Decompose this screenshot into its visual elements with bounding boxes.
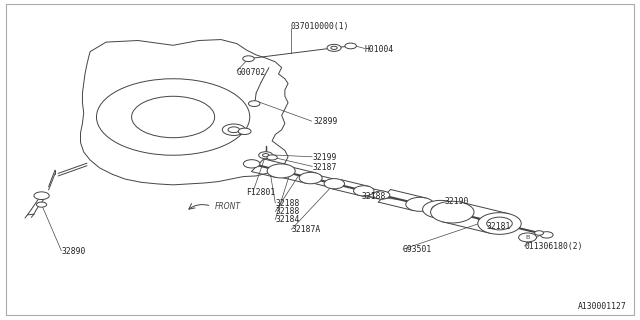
Text: H01004: H01004: [365, 44, 394, 54]
Circle shape: [97, 79, 250, 155]
Circle shape: [299, 172, 322, 184]
Text: 32188: 32188: [362, 192, 386, 201]
Circle shape: [222, 124, 245, 135]
Circle shape: [34, 192, 49, 199]
Text: FRONT: FRONT: [214, 202, 241, 211]
Text: 32199: 32199: [312, 153, 337, 162]
Circle shape: [36, 202, 47, 207]
Circle shape: [487, 217, 512, 230]
Circle shape: [331, 46, 337, 50]
Text: 037010000(1): 037010000(1): [291, 22, 349, 31]
Text: 32184: 32184: [275, 215, 300, 224]
Circle shape: [373, 191, 390, 199]
Text: 32187A: 32187A: [291, 225, 321, 234]
Circle shape: [353, 186, 374, 196]
Circle shape: [422, 200, 458, 218]
Text: F12801: F12801: [246, 188, 276, 197]
Text: G93501: G93501: [403, 245, 432, 254]
Polygon shape: [81, 40, 288, 185]
Circle shape: [238, 128, 251, 134]
Text: 32899: 32899: [314, 117, 338, 126]
Circle shape: [540, 232, 553, 238]
Circle shape: [267, 164, 295, 178]
Circle shape: [534, 231, 543, 235]
Circle shape: [518, 233, 536, 242]
Text: 32187: 32187: [312, 163, 337, 172]
Circle shape: [327, 44, 341, 51]
Circle shape: [132, 96, 214, 138]
Circle shape: [259, 152, 273, 159]
Circle shape: [406, 197, 434, 211]
Circle shape: [248, 101, 260, 107]
Circle shape: [262, 154, 269, 157]
Circle shape: [431, 201, 474, 223]
Text: 32188: 32188: [275, 198, 300, 207]
Circle shape: [345, 43, 356, 49]
Circle shape: [243, 160, 260, 168]
Text: 32890: 32890: [61, 247, 86, 256]
Text: 011306180(2): 011306180(2): [524, 242, 583, 251]
Text: A130001127: A130001127: [578, 302, 627, 311]
Circle shape: [267, 155, 277, 160]
Circle shape: [431, 205, 449, 214]
Circle shape: [478, 213, 521, 234]
Text: 32190: 32190: [445, 197, 469, 206]
Text: 32188: 32188: [275, 207, 300, 216]
Text: B: B: [525, 235, 530, 240]
Text: 32181: 32181: [486, 222, 511, 231]
Text: G00702: G00702: [237, 68, 266, 77]
Circle shape: [324, 179, 344, 189]
Circle shape: [228, 127, 239, 132]
Circle shape: [243, 56, 254, 61]
